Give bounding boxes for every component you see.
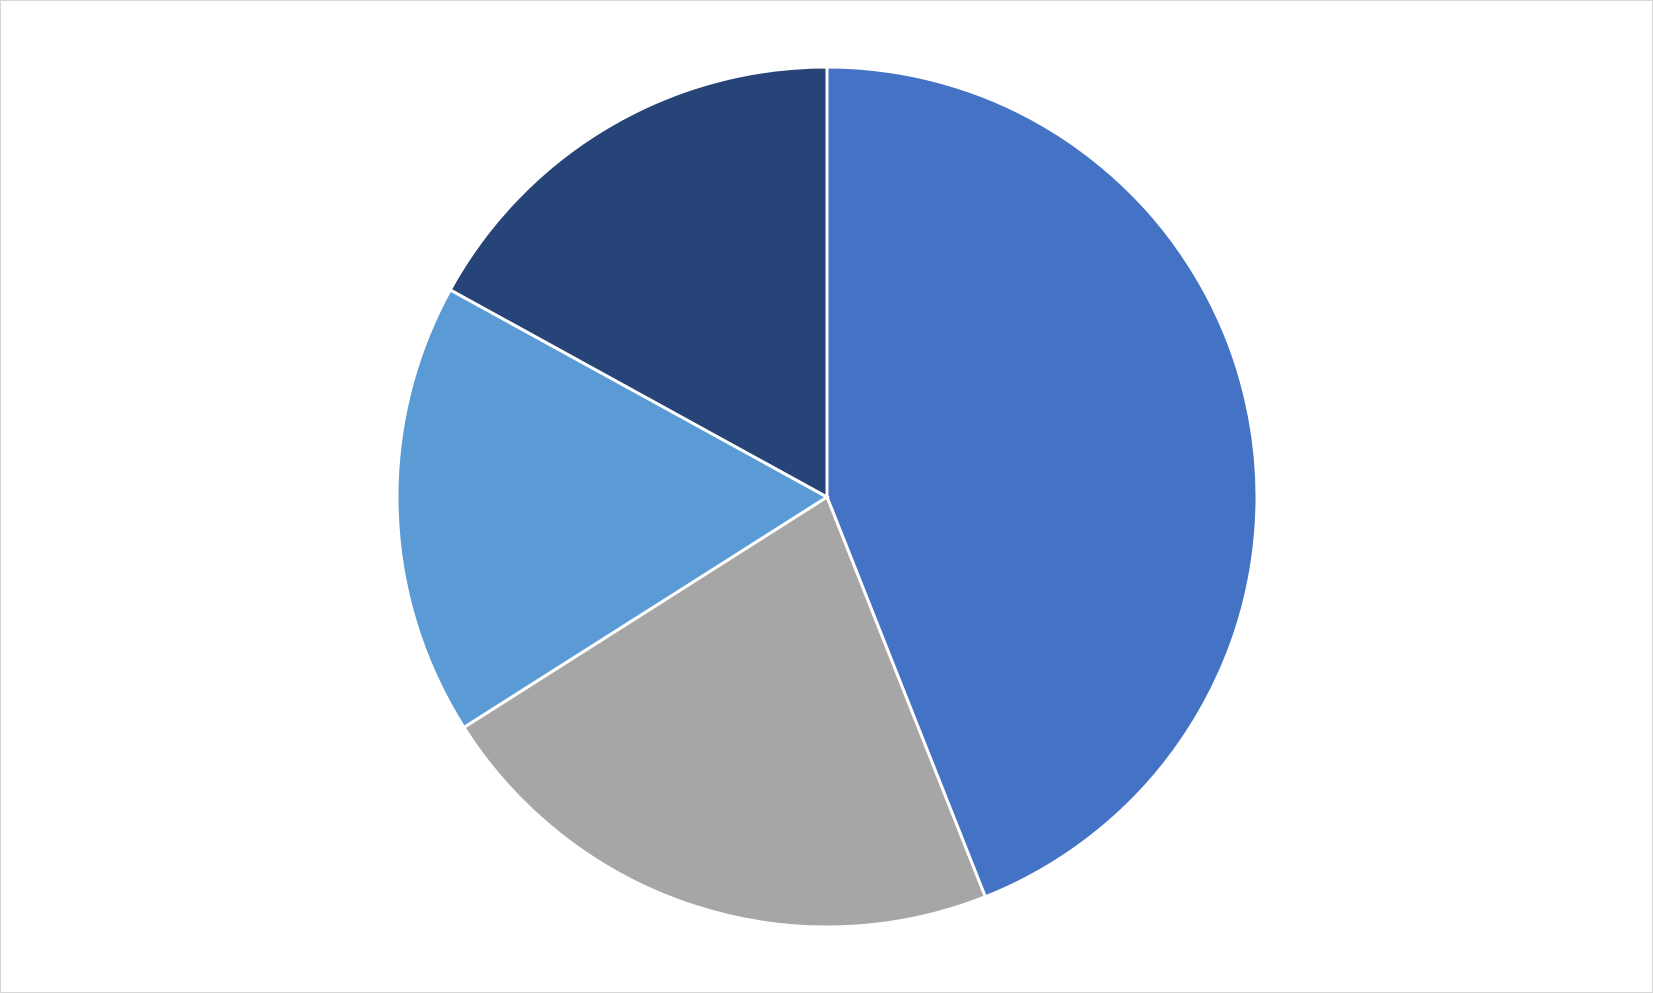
pie-svg	[397, 67, 1257, 927]
chart-frame	[0, 0, 1653, 993]
pie-chart	[397, 67, 1257, 927]
